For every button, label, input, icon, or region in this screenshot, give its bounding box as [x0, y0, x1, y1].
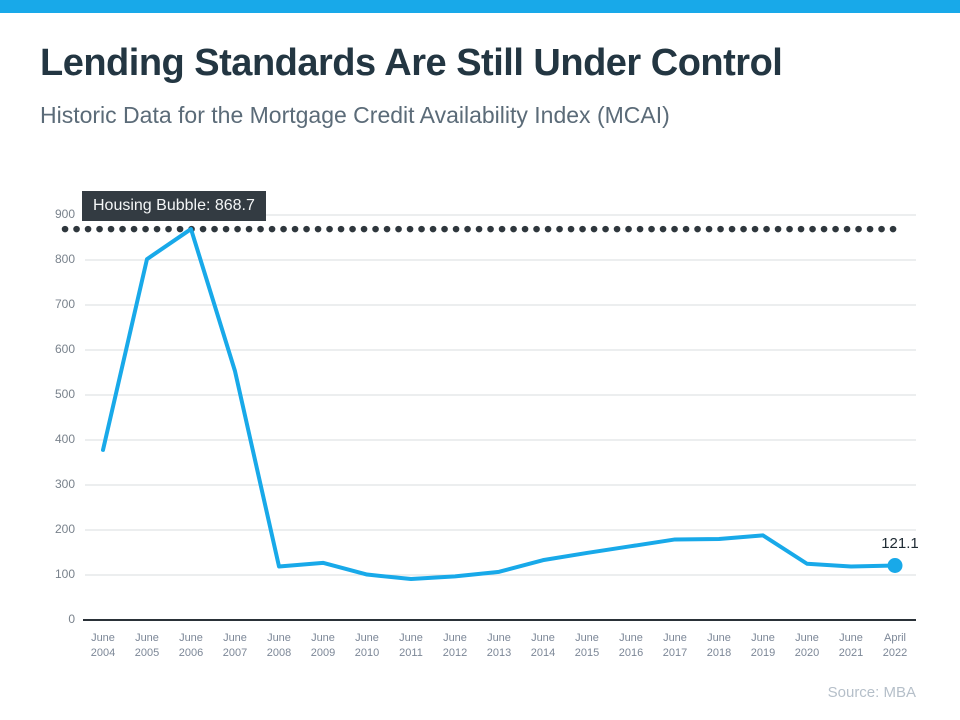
- x-axis-tick-label: June 2016: [618, 632, 644, 659]
- y-axis-tick-label: 600: [54, 342, 75, 356]
- y-axis-tick-label: 500: [54, 387, 75, 401]
- y-axis-tick-label: 700: [54, 297, 75, 311]
- x-axis-tick-label: June 2020: [794, 632, 820, 659]
- x-axis-tick-label: June 2014: [530, 632, 556, 659]
- x-axis-tick-label: June 2007: [222, 632, 248, 659]
- x-axis-tick-label: June 2021: [838, 632, 864, 659]
- x-axis-tick-label: June 2018: [706, 632, 732, 659]
- y-axis-tick-label: 400: [54, 432, 75, 446]
- x-axis-tick-label: June 2006: [178, 632, 204, 659]
- y-axis-tick-label: 200: [54, 522, 75, 536]
- y-axis-tick-label: 0: [68, 612, 75, 626]
- x-axis-tick-label: June 2004: [90, 632, 116, 659]
- y-axis-tick-label: 800: [54, 252, 75, 266]
- end-value-label: 121.1: [881, 535, 919, 552]
- page-title: Lending Standards Are Still Under Contro…: [40, 42, 783, 84]
- x-axis-tick-label: June 2015: [574, 632, 600, 659]
- top-accent-bar: [0, 0, 960, 13]
- page-subtitle: Historic Data for the Mortgage Credit Av…: [40, 102, 670, 128]
- x-axis-tick-label: June 2005: [134, 632, 160, 659]
- x-axis-tick-label: June 2019: [750, 632, 776, 659]
- x-axis-tick-label: June 2017: [662, 632, 688, 659]
- y-axis-tick-label: 300: [54, 477, 75, 491]
- x-axis-tick-label: April 2022: [882, 632, 908, 659]
- y-axis-tick-label: 900: [54, 207, 75, 221]
- x-axis-tick-label: June 2008: [266, 632, 292, 659]
- x-axis-tick-label: June 2011: [399, 632, 423, 659]
- source-credit: Source: MBA: [827, 684, 916, 701]
- x-axis-tick-label: June 2009: [310, 632, 336, 659]
- end-point-marker: [887, 558, 903, 574]
- x-axis-tick-label: June 2012: [442, 632, 468, 659]
- y-axis-tick-label: 100: [54, 567, 75, 581]
- housing-bubble-annotation: Housing Bubble: 868.7: [82, 191, 266, 221]
- x-axis-tick-label: June 2013: [486, 632, 512, 659]
- mcai-series-line: [101, 227, 897, 582]
- x-axis-tick-label: June 2010: [354, 632, 380, 659]
